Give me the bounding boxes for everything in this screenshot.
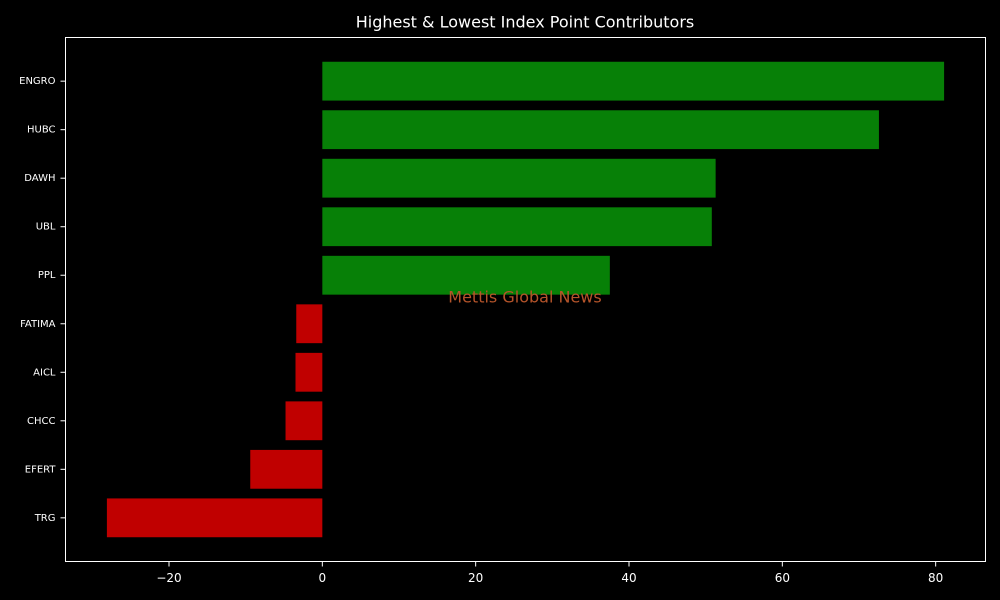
plot-frame	[65, 37, 986, 562]
y-tick-label: FATIMA	[20, 319, 56, 330]
y-tick-label: AICL	[33, 367, 56, 378]
x-tick-label: 20	[468, 571, 483, 585]
y-tick-label: TRG	[34, 513, 56, 524]
y-tick-label: EFERT	[25, 464, 57, 475]
y-tick-label: CHCC	[27, 416, 55, 427]
bar	[106, 498, 323, 538]
x-tick-label: 40	[621, 571, 636, 585]
y-tick-label: PPL	[38, 270, 56, 281]
bar	[322, 255, 610, 295]
bar	[296, 304, 323, 344]
y-tick-label: ENGRO	[19, 76, 55, 87]
watermark: Mettis Global News	[448, 288, 601, 307]
bar	[322, 61, 945, 101]
bar	[295, 352, 323, 392]
bar	[250, 449, 323, 489]
x-tick-label: 0	[319, 571, 327, 585]
y-tick-label: DAWH	[24, 173, 55, 184]
bar	[285, 401, 323, 441]
y-tick-label: HUBC	[27, 125, 56, 136]
x-tick-label: 80	[928, 571, 943, 585]
y-tick-label: UBL	[36, 222, 56, 233]
bar	[322, 207, 712, 247]
x-tick-label: 60	[775, 571, 790, 585]
chart-title: Highest & Lowest Index Point Contributor…	[356, 13, 695, 32]
bar	[322, 158, 716, 198]
x-tick-label: −20	[156, 571, 181, 585]
bar	[322, 110, 879, 150]
